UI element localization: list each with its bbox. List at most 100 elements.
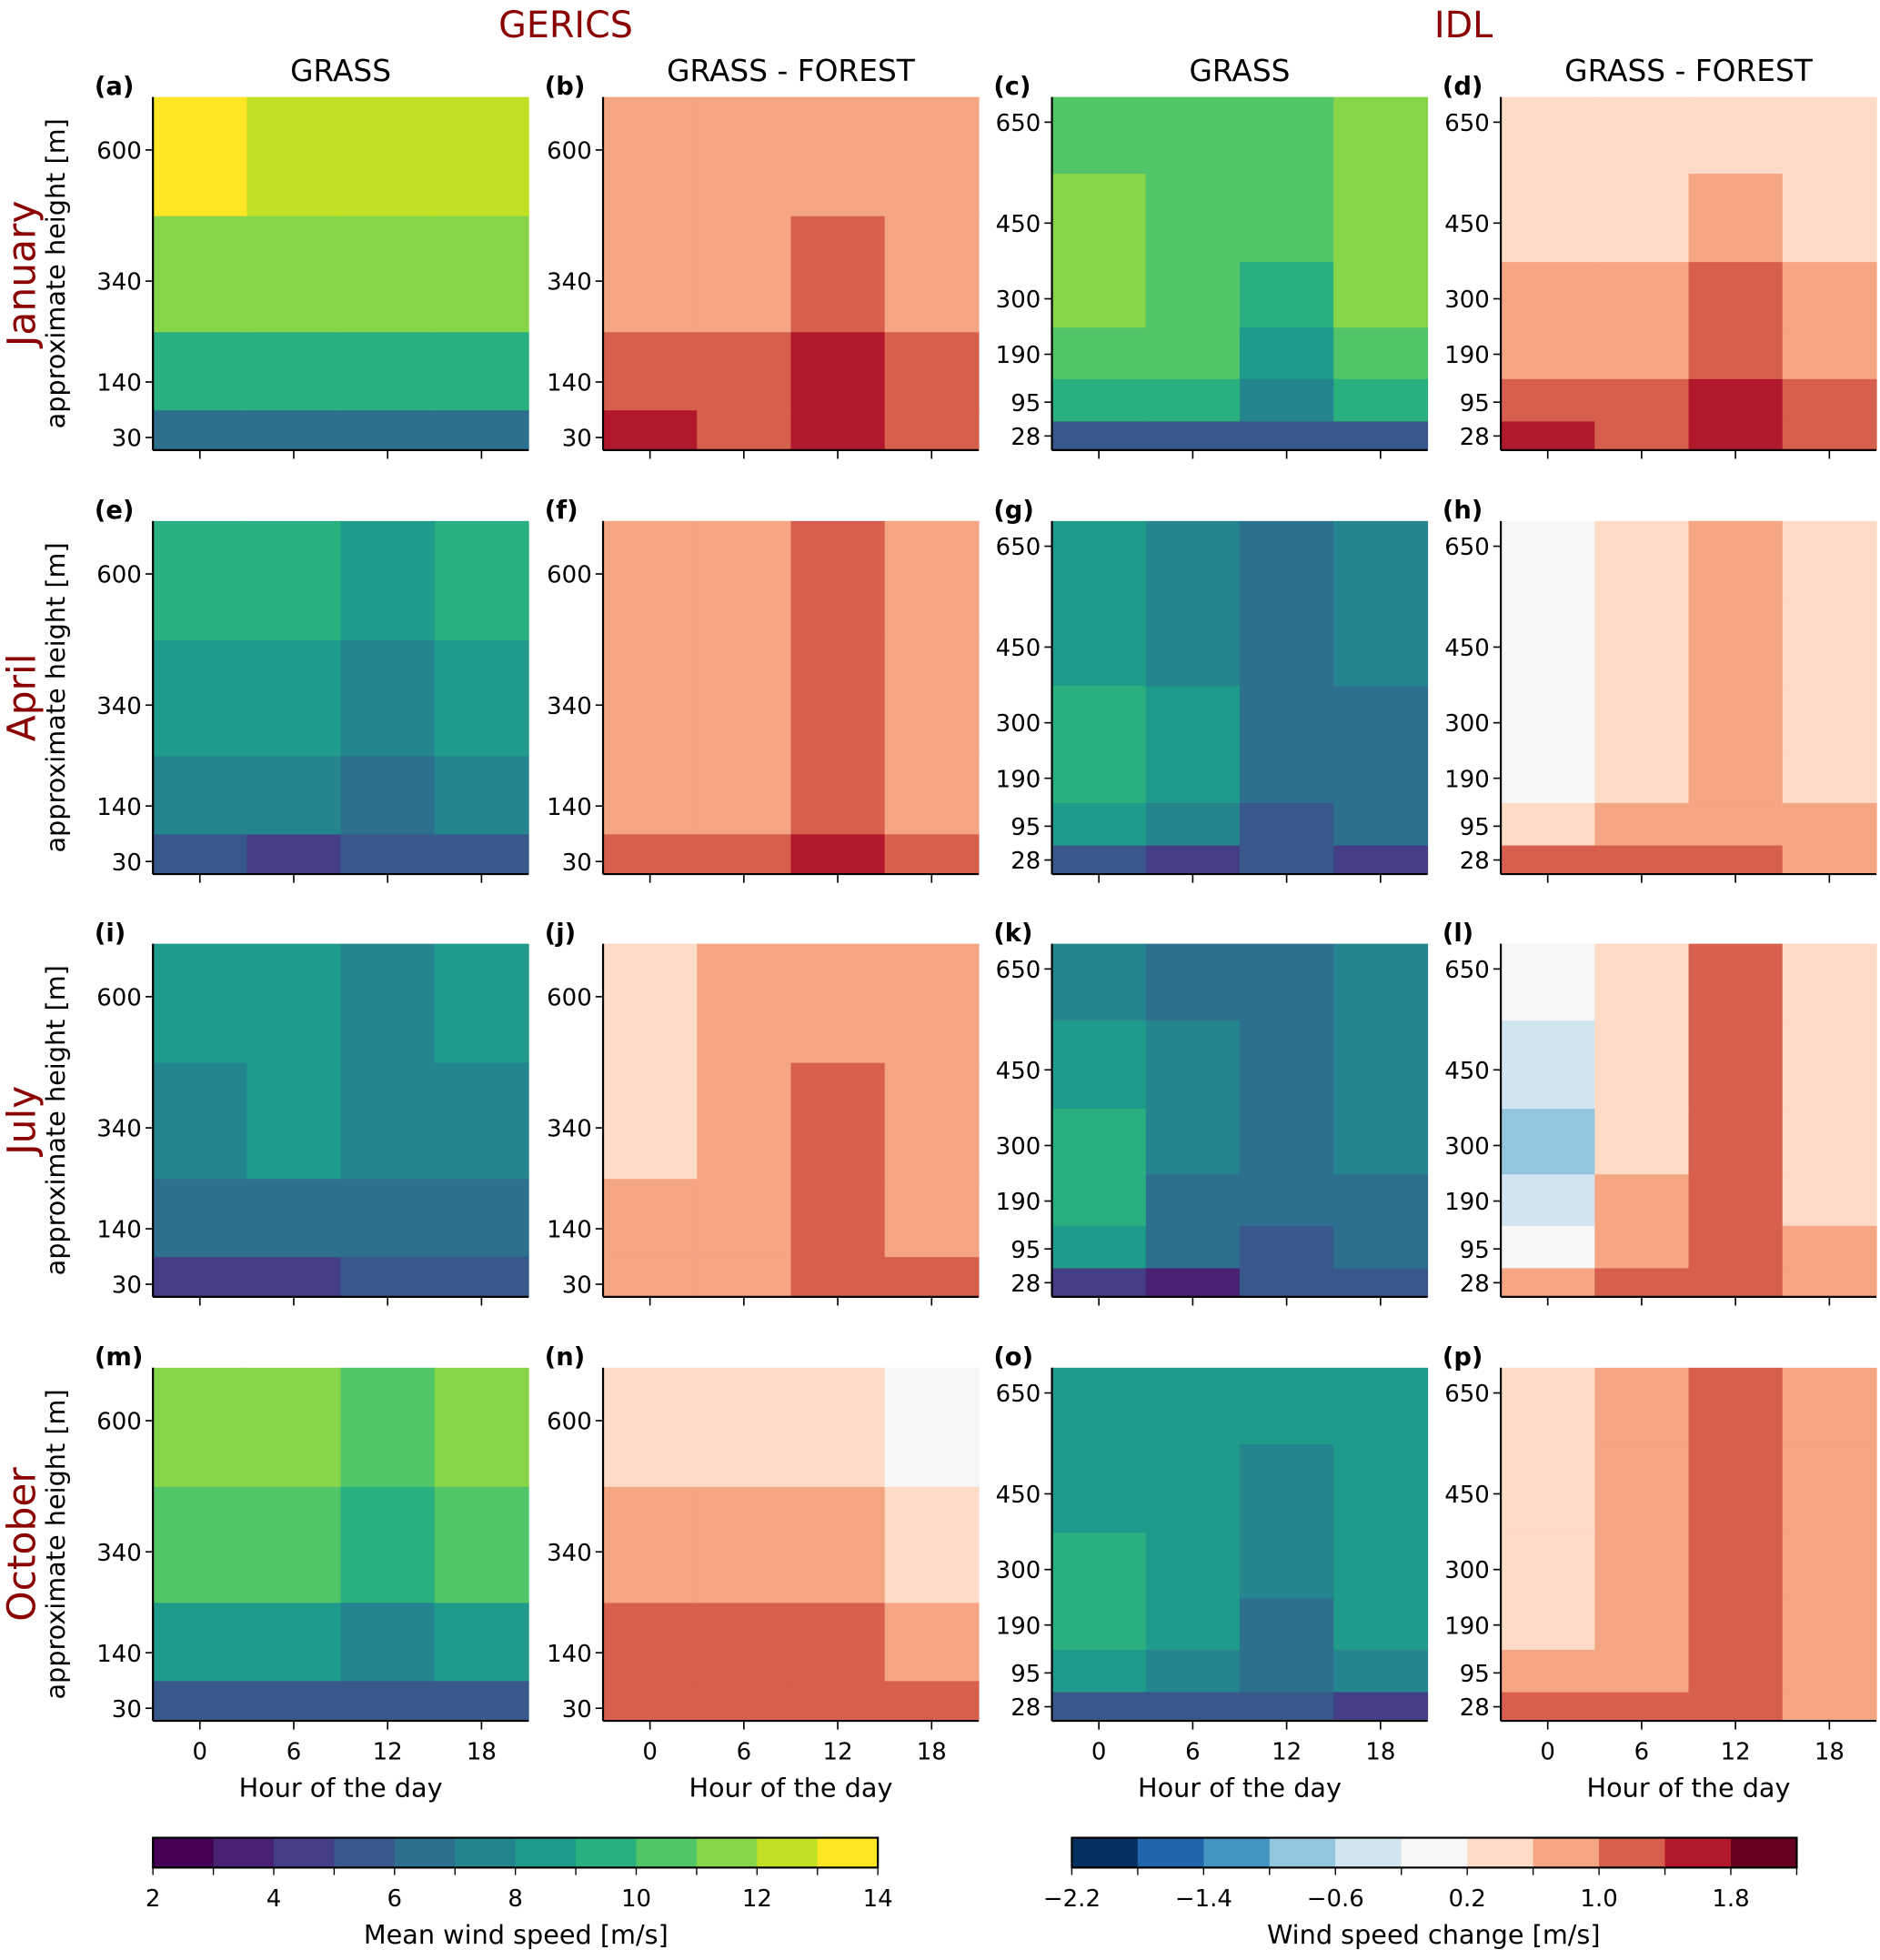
heatmap-cell <box>1051 1173 1147 1226</box>
heatmap-cell <box>246 833 342 875</box>
colorbar-segment <box>1203 1837 1271 1868</box>
heatmap-cell <box>1501 420 1595 451</box>
heatmap-cell <box>790 1061 886 1180</box>
heatmap-cell <box>603 1680 698 1722</box>
heatmap-cell <box>603 755 698 835</box>
heatmap-cell <box>1051 750 1147 803</box>
heatmap-cell <box>1688 1225 1784 1269</box>
heatmap-cell <box>340 1256 436 1298</box>
heatmap-cell <box>1594 96 1690 175</box>
heatmap-cell <box>1333 1173 1429 1226</box>
heatmap-cell <box>340 1367 436 1487</box>
heatmap-cell <box>1333 685 1429 752</box>
y-tick-label: 30 <box>562 1696 592 1724</box>
column-title-idl-diff: GRASS - FOREST <box>1564 54 1814 88</box>
heatmap-cell <box>1239 1443 1334 1533</box>
heatmap-cell <box>153 1061 248 1180</box>
y-tick-label: 28 <box>1010 1694 1041 1722</box>
heatmap-cell <box>1688 96 1784 175</box>
y-tick-label: 300 <box>1444 286 1490 314</box>
heatmap-cell <box>1051 1267 1147 1298</box>
y-tick-label: 190 <box>1444 766 1490 793</box>
heatmap-cell <box>1051 420 1147 451</box>
heatmap-cell <box>1782 378 1877 422</box>
heatmap-cell <box>246 1061 342 1180</box>
heatmap-cell <box>1145 1267 1241 1298</box>
x-tick-label: 6 <box>737 1738 752 1765</box>
y-tick-label: 340 <box>96 269 142 297</box>
heatmap-cell <box>1145 1532 1241 1599</box>
heatmap-cell <box>1051 1691 1147 1722</box>
panel-label: (a) <box>95 73 134 101</box>
x-tick-label: 6 <box>1634 1738 1650 1765</box>
heatmap-cell <box>1239 802 1334 846</box>
colorbar-segment <box>334 1837 396 1868</box>
heatmap-cell <box>1501 844 1595 875</box>
heatmap-cell <box>1501 1225 1595 1269</box>
heatmap-cell <box>1333 750 1429 803</box>
heatmap-cell <box>246 520 342 640</box>
y-tick-label: 600 <box>96 562 142 589</box>
panel-label: (i) <box>95 920 126 948</box>
heatmap-cell <box>434 1061 529 1180</box>
heatmap-cell <box>1145 685 1241 752</box>
colorbar-segment <box>213 1837 275 1868</box>
heatmap-cell <box>1333 420 1429 451</box>
y-tick-label: 650 <box>1444 1381 1490 1408</box>
heatmap-cell <box>1782 1649 1877 1693</box>
heatmap-cell <box>697 1680 792 1722</box>
heatmap-cell <box>340 215 436 333</box>
heatmap-cell <box>884 215 980 333</box>
heatmap-cell <box>1145 1443 1241 1533</box>
y-tick-label: 28 <box>1460 424 1490 451</box>
heatmap-cell <box>1594 1532 1690 1599</box>
y-tick-label: 95 <box>1460 814 1490 841</box>
heatmap-cell <box>1333 1597 1429 1650</box>
heatmap-cell <box>603 943 698 1063</box>
heatmap-cell <box>1145 1020 1241 1110</box>
heatmap-cell <box>1501 173 1595 263</box>
y-tick-label: 95 <box>1010 1237 1041 1264</box>
heatmap-cell <box>434 1602 529 1682</box>
heatmap-cell <box>1239 1649 1334 1693</box>
heatmap-cell <box>153 833 248 875</box>
heatmap-cell <box>340 1680 436 1722</box>
heatmap-cell <box>1333 1649 1429 1693</box>
y-tick-label: 190 <box>996 766 1041 793</box>
heatmap-cell <box>1145 378 1241 422</box>
heatmap-cell <box>697 943 792 1063</box>
y-tick-label: 28 <box>1460 1694 1490 1722</box>
heatmap-cell <box>1688 844 1784 875</box>
colorbar-tick-label: 10 <box>621 1885 651 1913</box>
heatmap-cell <box>1051 1225 1147 1269</box>
row-label-july: July <box>0 1086 44 1158</box>
heatmap-cell <box>1239 1173 1334 1226</box>
heatmap-cell <box>1051 520 1147 598</box>
y-tick-label: 340 <box>547 1116 592 1143</box>
heatmap-cell <box>246 1178 342 1258</box>
heatmap-cell <box>1333 378 1429 422</box>
heatmap-cell <box>1239 685 1334 752</box>
y-tick-label: 450 <box>996 635 1041 662</box>
heatmap-cell <box>1594 1225 1690 1269</box>
heatmap-cell <box>1145 173 1241 263</box>
y-tick-label: 140 <box>547 1641 592 1668</box>
heatmap-cell <box>1688 1649 1784 1693</box>
heatmap-cell <box>884 1367 980 1487</box>
colorbar-segment <box>636 1837 698 1868</box>
colorbar-tick-label: −2.2 <box>1043 1885 1101 1913</box>
heatmap-cell <box>1688 378 1784 422</box>
heatmap-cell <box>790 833 886 875</box>
heatmap-cell <box>1333 1108 1429 1175</box>
heatmap-cell <box>434 215 529 333</box>
heatmap-cell <box>790 1367 886 1487</box>
panel-label: (h) <box>1443 497 1483 525</box>
heatmap-cell <box>884 755 980 835</box>
heatmap-cell <box>434 755 529 835</box>
heatmap-cell <box>1051 1649 1147 1693</box>
heatmap-cell <box>340 639 436 757</box>
heatmap-cell <box>1239 520 1334 598</box>
heatmap-cell <box>1688 1173 1784 1226</box>
heatmap-cell <box>246 1602 342 1682</box>
